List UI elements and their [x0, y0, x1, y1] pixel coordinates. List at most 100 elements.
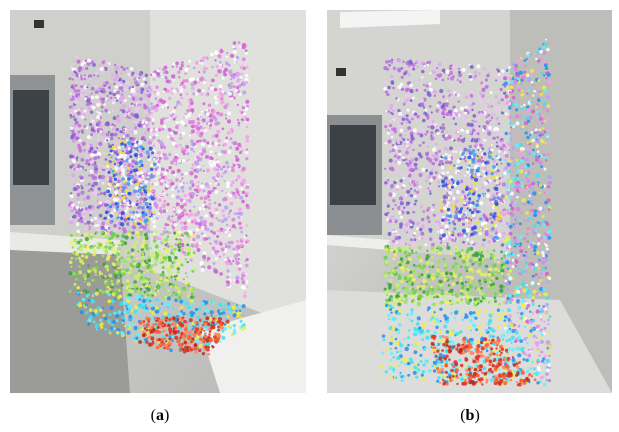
cloud-point: [131, 202, 135, 206]
cloud-point: [511, 159, 513, 161]
cloud-point: [215, 101, 218, 104]
cloud-point: [389, 159, 393, 163]
cloud-point: [520, 93, 523, 96]
cloud-point: [120, 101, 122, 103]
cloud-point: [223, 197, 227, 201]
cloud-point: [392, 230, 395, 233]
cloud-point: [189, 253, 193, 257]
cloud-point: [124, 220, 127, 223]
cloud-point: [231, 168, 235, 172]
cloud-point: [187, 337, 191, 341]
cloud-point: [92, 279, 94, 281]
cloud-point: [404, 228, 408, 232]
cloud-point: [229, 194, 232, 197]
cloud-point: [242, 45, 246, 49]
cloud-point: [196, 140, 199, 143]
cloud-point: [149, 147, 153, 151]
cloud-point: [515, 103, 519, 107]
cloud-point: [168, 266, 170, 268]
cloud-point: [92, 293, 94, 295]
cloud-point: [527, 304, 531, 308]
cloud-point: [413, 128, 417, 132]
cloud-point: [391, 234, 393, 236]
cloud-point: [135, 97, 139, 101]
cloud-point: [147, 189, 151, 193]
cloud-point: [101, 167, 103, 169]
cloud-point: [171, 170, 175, 174]
cloud-point: [227, 111, 231, 115]
cloud-point: [212, 143, 215, 146]
cloud-point: [176, 284, 179, 287]
cloud-point: [103, 80, 105, 82]
cloud-point: [87, 264, 89, 266]
cloud-point: [128, 75, 131, 78]
cloud-point: [232, 248, 236, 252]
cloud-point: [429, 183, 431, 185]
cloud-point: [215, 152, 217, 154]
cloud-point: [180, 213, 182, 215]
cloud-point: [547, 153, 549, 155]
cloud-point: [477, 149, 479, 151]
cloud-point: [131, 236, 134, 239]
cloud-point: [106, 232, 109, 235]
cloud-point: [184, 254, 187, 257]
cloud-point: [407, 126, 411, 130]
cloud-point: [538, 156, 540, 158]
cloud-point: [521, 90, 523, 92]
cloud-point: [113, 78, 117, 82]
cloud-point: [226, 269, 229, 272]
cloud-point: [487, 114, 490, 117]
cloud-point: [544, 192, 546, 194]
cloud-point: [196, 131, 200, 135]
cloud-point: [240, 312, 242, 314]
cloud-point: [225, 161, 229, 165]
cloud-point: [132, 143, 135, 146]
cloud-point: [506, 238, 510, 242]
cloud-point: [188, 331, 192, 335]
cloud-point: [118, 295, 122, 299]
cloud-point: [100, 275, 102, 277]
cloud-point: [209, 331, 211, 333]
cloud-point: [532, 162, 535, 165]
cloud-point: [162, 271, 165, 274]
cloud-point: [144, 180, 148, 184]
cloud-point: [227, 215, 230, 218]
cloud-point: [127, 141, 131, 145]
cloud-point: [390, 184, 394, 188]
cloud-point: [108, 171, 111, 174]
cloud-point: [526, 136, 529, 139]
cloud-point: [200, 116, 202, 118]
cloud-point: [539, 91, 542, 94]
cloud-point: [118, 310, 122, 314]
cloud-point: [509, 262, 512, 265]
cloud-point: [176, 220, 178, 222]
cloud-point: [115, 314, 119, 318]
cloud-point: [420, 205, 423, 208]
cloud-point: [523, 254, 526, 257]
cloud-point: [92, 253, 95, 256]
cloud-point: [485, 85, 489, 89]
cloud-point: [172, 66, 174, 68]
cloud-point: [121, 81, 123, 83]
cloud-point: [526, 342, 529, 345]
cloud-point: [542, 267, 546, 271]
cloud-point: [237, 124, 240, 127]
cloud-point: [197, 316, 200, 319]
cloud-point: [77, 198, 79, 200]
cloud-point: [163, 312, 167, 316]
cloud-point: [244, 115, 247, 118]
cloud-point: [124, 325, 126, 327]
cloud-point: [115, 85, 119, 89]
cloud-point: [179, 337, 182, 340]
cloud-point: [135, 186, 139, 190]
cloud-point: [147, 192, 151, 196]
cloud-point: [222, 308, 225, 311]
cloud-point: [226, 52, 228, 54]
cloud-point: [125, 235, 129, 239]
cloud-point: [170, 251, 174, 255]
cloud-point: [241, 277, 244, 280]
cloud-point: [231, 181, 235, 185]
cloud-point: [169, 348, 173, 352]
cloud-point: [428, 61, 431, 64]
cloud-point: [548, 208, 551, 211]
